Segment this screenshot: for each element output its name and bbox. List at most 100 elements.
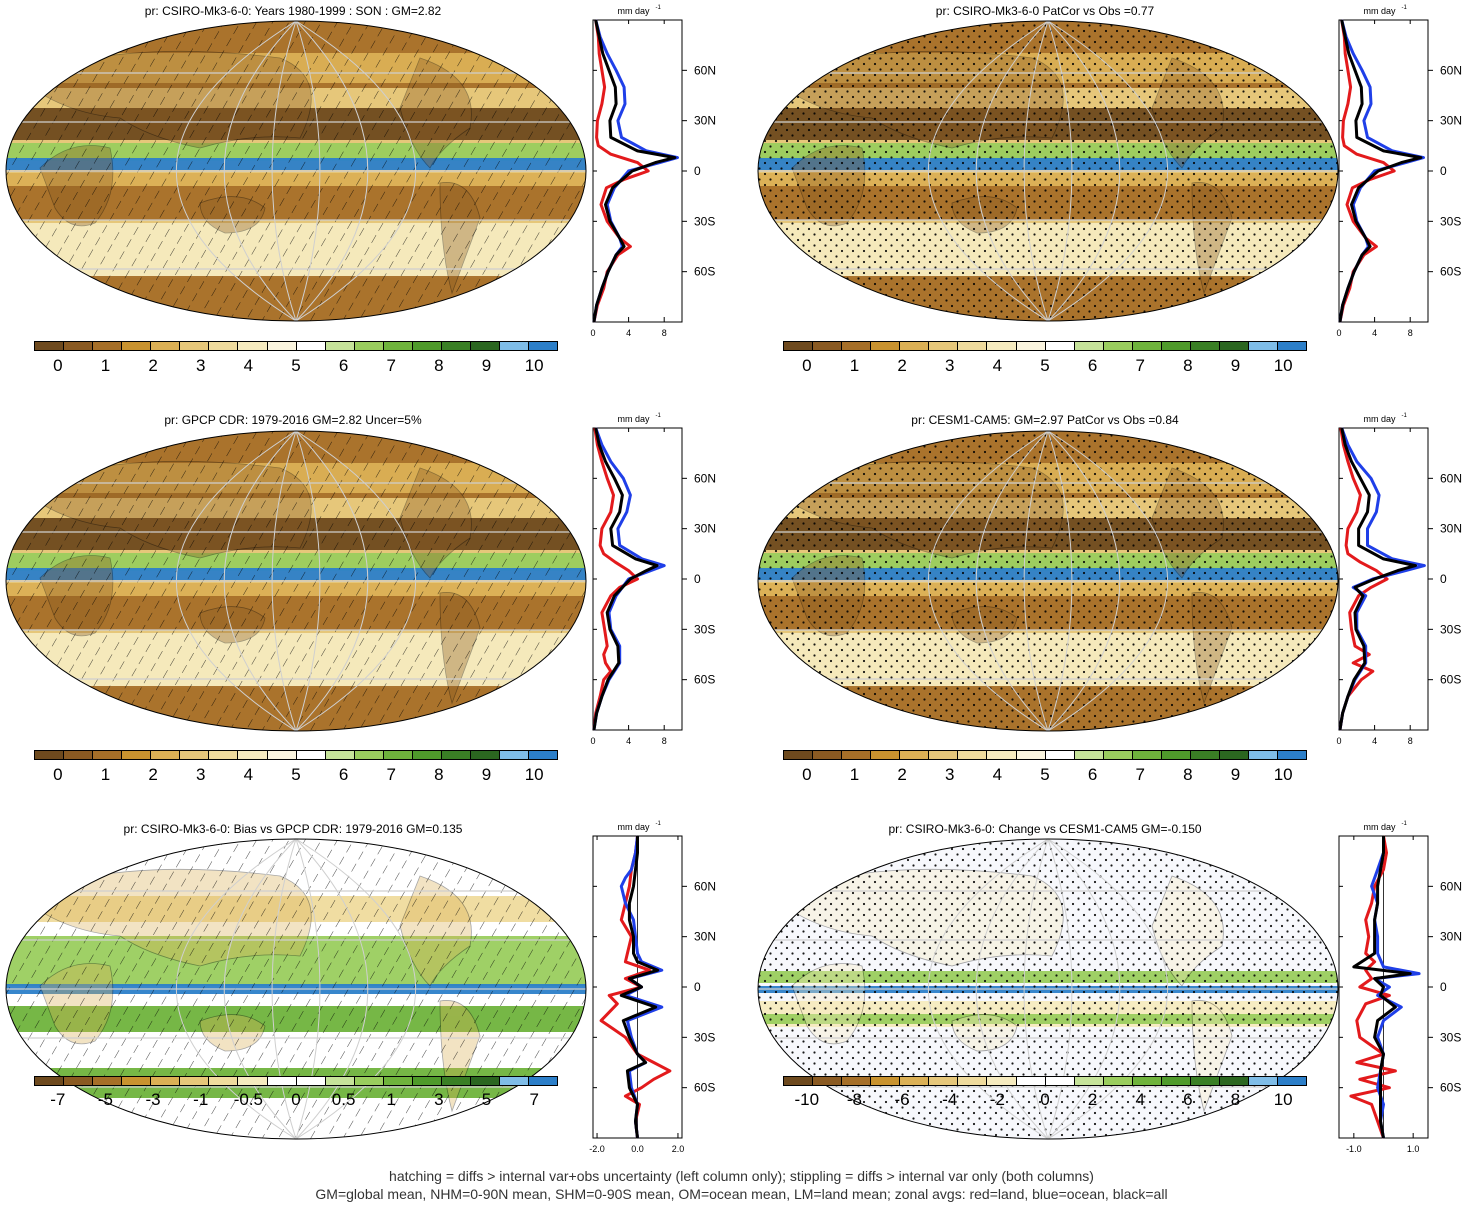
latitude-tick-label: 30N	[1440, 522, 1462, 536]
unit-exponent: -1	[656, 821, 662, 827]
colorbar-cell	[93, 342, 123, 350]
colorbar-tick-label: -5	[97, 1090, 114, 1109]
colorbar-cell	[1016, 1077, 1046, 1085]
colorbar-tick-label: 0	[802, 356, 812, 375]
latitude-tick-label: 30N	[1440, 930, 1462, 944]
colorbar-tick-label: 5	[291, 356, 301, 375]
unit-label: mm day	[617, 822, 650, 832]
colorbar-cell	[900, 1077, 930, 1085]
map-panel-3	[5, 430, 587, 732]
colorbar-tick-label: 1	[386, 1090, 396, 1109]
colorbar-tick-label: 0	[291, 1090, 301, 1109]
colorbar-cell	[1249, 751, 1279, 759]
colorbar-2	[783, 341, 1307, 351]
colorbar-cell	[1219, 1077, 1249, 1085]
colorbar-tick-label: 8	[1183, 356, 1193, 375]
panel-title: pr: CESM1-CAM5: GM=2.97 PatCor vs Obs =0…	[911, 413, 1179, 427]
colorbar-cell	[1190, 751, 1220, 759]
colorbar-tick-label: 3	[434, 1090, 444, 1109]
colorbar-cell	[122, 751, 152, 759]
land-zonal-line	[1338, 427, 1389, 731]
colorbar-cell	[35, 1077, 65, 1085]
colorbar-labels-3: 0 1 2 3 4 5 6 7 8 9 10	[34, 765, 558, 789]
colorbar-tick-label: 9	[1230, 765, 1241, 784]
colorbar-cell	[470, 1077, 500, 1085]
colorbar-tick-label: 3	[944, 765, 955, 784]
colorbar-tick-label: 1	[849, 356, 860, 375]
x-tick-label: 0	[590, 328, 595, 338]
unit-label: mm day	[1363, 822, 1396, 832]
colorbar-cell	[1249, 342, 1279, 350]
x-tick-label: 0	[590, 736, 595, 746]
colorbar-tick-label: 8	[1183, 765, 1193, 784]
x-tick-label: 0	[1336, 736, 1341, 746]
colorbar-cell	[238, 751, 268, 759]
x-tick-label: 0.0	[631, 1144, 644, 1154]
colorbar-tick-label: 10	[1273, 1090, 1293, 1109]
x-tick-label: 8	[1408, 328, 1413, 338]
colorbar-tick-label: 10	[524, 356, 544, 375]
latitude-tick-label: 30N	[1440, 114, 1462, 128]
colorbar-cell	[267, 342, 297, 350]
colorbar-labels-4: 0 1 2 3 4 5 6 7 8 9 10	[783, 765, 1307, 789]
colorbar-cell	[813, 342, 843, 350]
all-zonal-line	[1338, 427, 1417, 731]
colorbar-cell	[325, 751, 355, 759]
x-tick-label: 8	[662, 736, 667, 746]
colorbar-cell	[1161, 1077, 1191, 1085]
colorbar-cell	[1219, 751, 1249, 759]
colorbar-cell	[1016, 342, 1046, 350]
colorbar-cell	[209, 342, 239, 350]
colorbar-cell	[784, 751, 814, 759]
colorbar-cell	[987, 1077, 1017, 1085]
colorbar-3	[34, 750, 558, 760]
colorbar-cell	[122, 1077, 152, 1085]
colorbar-cell	[441, 1077, 471, 1085]
latitude-tick-label: 30S	[1440, 622, 1461, 636]
colorbar-tick-label: 1	[849, 765, 860, 784]
colorbar-cell	[529, 342, 558, 350]
colorbar-cell	[1016, 751, 1046, 759]
colorbar-labels-5: -7 -5 -3 -1 -0.5 0 0.5 1 3 5 7	[34, 1090, 558, 1114]
colorbar-cell	[93, 751, 123, 759]
map-panel-4	[757, 430, 1339, 732]
colorbar-tick-label: 9	[481, 765, 492, 784]
latitude-tick-label: 0	[1440, 980, 1447, 994]
colorbar-cell	[871, 751, 901, 759]
colorbar-tick-label: 7	[386, 765, 396, 784]
colorbar-tick-label: -4	[942, 1090, 958, 1109]
colorbar-tick-label: 4	[243, 356, 254, 375]
x-tick-label: 4	[1372, 328, 1377, 338]
all-zonal-line	[592, 19, 677, 323]
colorbar-tick-label: -1	[193, 1090, 209, 1109]
colorbar-cell	[871, 1077, 901, 1085]
latitude-tick-label: 60S	[1440, 265, 1461, 279]
colorbar-tick-label: 2	[148, 765, 158, 784]
colorbar-tick-label: 1	[100, 356, 111, 375]
colorbar-cell	[842, 342, 872, 350]
colorbar-labels-1: 0 1 2 3 4 5 6 7 8 9 10	[34, 356, 558, 380]
colorbar-tick-label: 9	[481, 356, 492, 375]
land-zonal-line	[599, 835, 672, 1139]
panel-title: pr: CSIRO-Mk3-6-0 PatCor vs Obs =0.77	[935, 4, 1155, 18]
latitude-tick-label: 0	[694, 980, 701, 994]
colorbar-tick-label: 0	[53, 356, 63, 375]
latitude-tick-label: 30N	[694, 114, 716, 128]
latitude-tick-label: 60S	[694, 1081, 715, 1095]
colorbar-tick-label: 5	[1040, 765, 1050, 784]
colorbar-cell	[958, 1077, 988, 1085]
latitude-tick-label: 60S	[1440, 673, 1461, 687]
all-zonal-line	[1352, 836, 1412, 1139]
colorbar-cell	[354, 1077, 384, 1085]
colorbar-cell	[441, 751, 471, 759]
colorbar-cell	[1045, 342, 1075, 350]
colorbar-cell	[470, 751, 500, 759]
colorbar-cell	[813, 751, 843, 759]
colorbar-tick-label: 10	[524, 765, 544, 784]
colorbar-cell	[900, 342, 930, 350]
panel-title: pr: CSIRO-Mk3-6-0: Years 1980-1999 : SON…	[144, 4, 442, 18]
colorbar-tick-label: 5	[291, 765, 301, 784]
latitude-tick-label: 60S	[694, 265, 715, 279]
map-panel-2	[757, 20, 1339, 322]
zonal-mean-plot-3: 60N 30N 0 30S 60S 0 4 8 mm day -1	[590, 413, 716, 746]
